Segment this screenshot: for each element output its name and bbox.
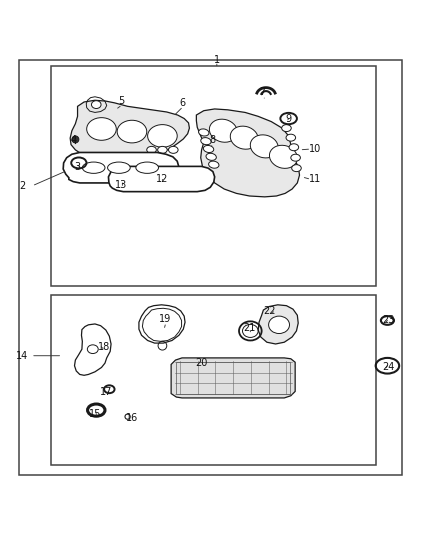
Polygon shape — [63, 152, 179, 183]
Text: 4: 4 — [70, 135, 76, 146]
Text: 24: 24 — [382, 361, 395, 372]
Text: 13: 13 — [115, 180, 127, 190]
Text: 16: 16 — [126, 413, 138, 423]
Text: 11: 11 — [309, 174, 321, 184]
Text: 8: 8 — [209, 135, 215, 146]
Circle shape — [72, 136, 79, 143]
Text: 14: 14 — [16, 351, 28, 361]
Text: 3: 3 — [74, 162, 81, 172]
Polygon shape — [196, 109, 300, 197]
Ellipse shape — [291, 154, 300, 161]
Ellipse shape — [148, 125, 177, 147]
Text: 20: 20 — [195, 358, 208, 368]
Ellipse shape — [203, 146, 214, 152]
Text: 5: 5 — [118, 96, 124, 106]
Ellipse shape — [82, 162, 105, 173]
Polygon shape — [109, 166, 215, 192]
Text: 7: 7 — [259, 87, 266, 98]
Text: 9: 9 — [286, 114, 292, 124]
Text: 1: 1 — [214, 55, 220, 65]
Ellipse shape — [87, 118, 116, 140]
Ellipse shape — [230, 126, 258, 149]
Text: 15: 15 — [89, 409, 101, 419]
Text: 23: 23 — [382, 316, 395, 326]
Polygon shape — [171, 358, 295, 398]
Text: 17: 17 — [100, 387, 112, 397]
Ellipse shape — [282, 125, 291, 132]
Ellipse shape — [268, 316, 290, 334]
Ellipse shape — [201, 138, 211, 144]
Ellipse shape — [147, 147, 156, 154]
Ellipse shape — [87, 345, 98, 353]
Bar — [51, 66, 376, 286]
Ellipse shape — [206, 154, 216, 160]
Ellipse shape — [198, 129, 209, 136]
Ellipse shape — [92, 101, 101, 109]
Text: 22: 22 — [263, 306, 276, 316]
Ellipse shape — [108, 162, 130, 173]
Ellipse shape — [289, 144, 299, 151]
Bar — [51, 295, 376, 465]
Ellipse shape — [209, 119, 237, 142]
Text: 19: 19 — [159, 314, 171, 324]
Text: 18: 18 — [98, 342, 110, 352]
Polygon shape — [258, 305, 298, 344]
Ellipse shape — [169, 147, 178, 154]
Text: 21: 21 — [243, 324, 256, 333]
Ellipse shape — [292, 165, 301, 172]
Bar — [19, 60, 402, 475]
Polygon shape — [70, 100, 189, 159]
Ellipse shape — [136, 162, 159, 173]
Ellipse shape — [158, 147, 167, 154]
Ellipse shape — [269, 146, 297, 168]
Text: 12: 12 — [156, 174, 169, 184]
Text: 10: 10 — [309, 144, 321, 154]
Ellipse shape — [250, 135, 278, 158]
Ellipse shape — [117, 120, 147, 143]
Bar — [177, 362, 290, 393]
Text: 6: 6 — [179, 98, 185, 108]
Ellipse shape — [286, 134, 296, 141]
Text: 2: 2 — [19, 181, 25, 191]
Ellipse shape — [208, 161, 219, 168]
